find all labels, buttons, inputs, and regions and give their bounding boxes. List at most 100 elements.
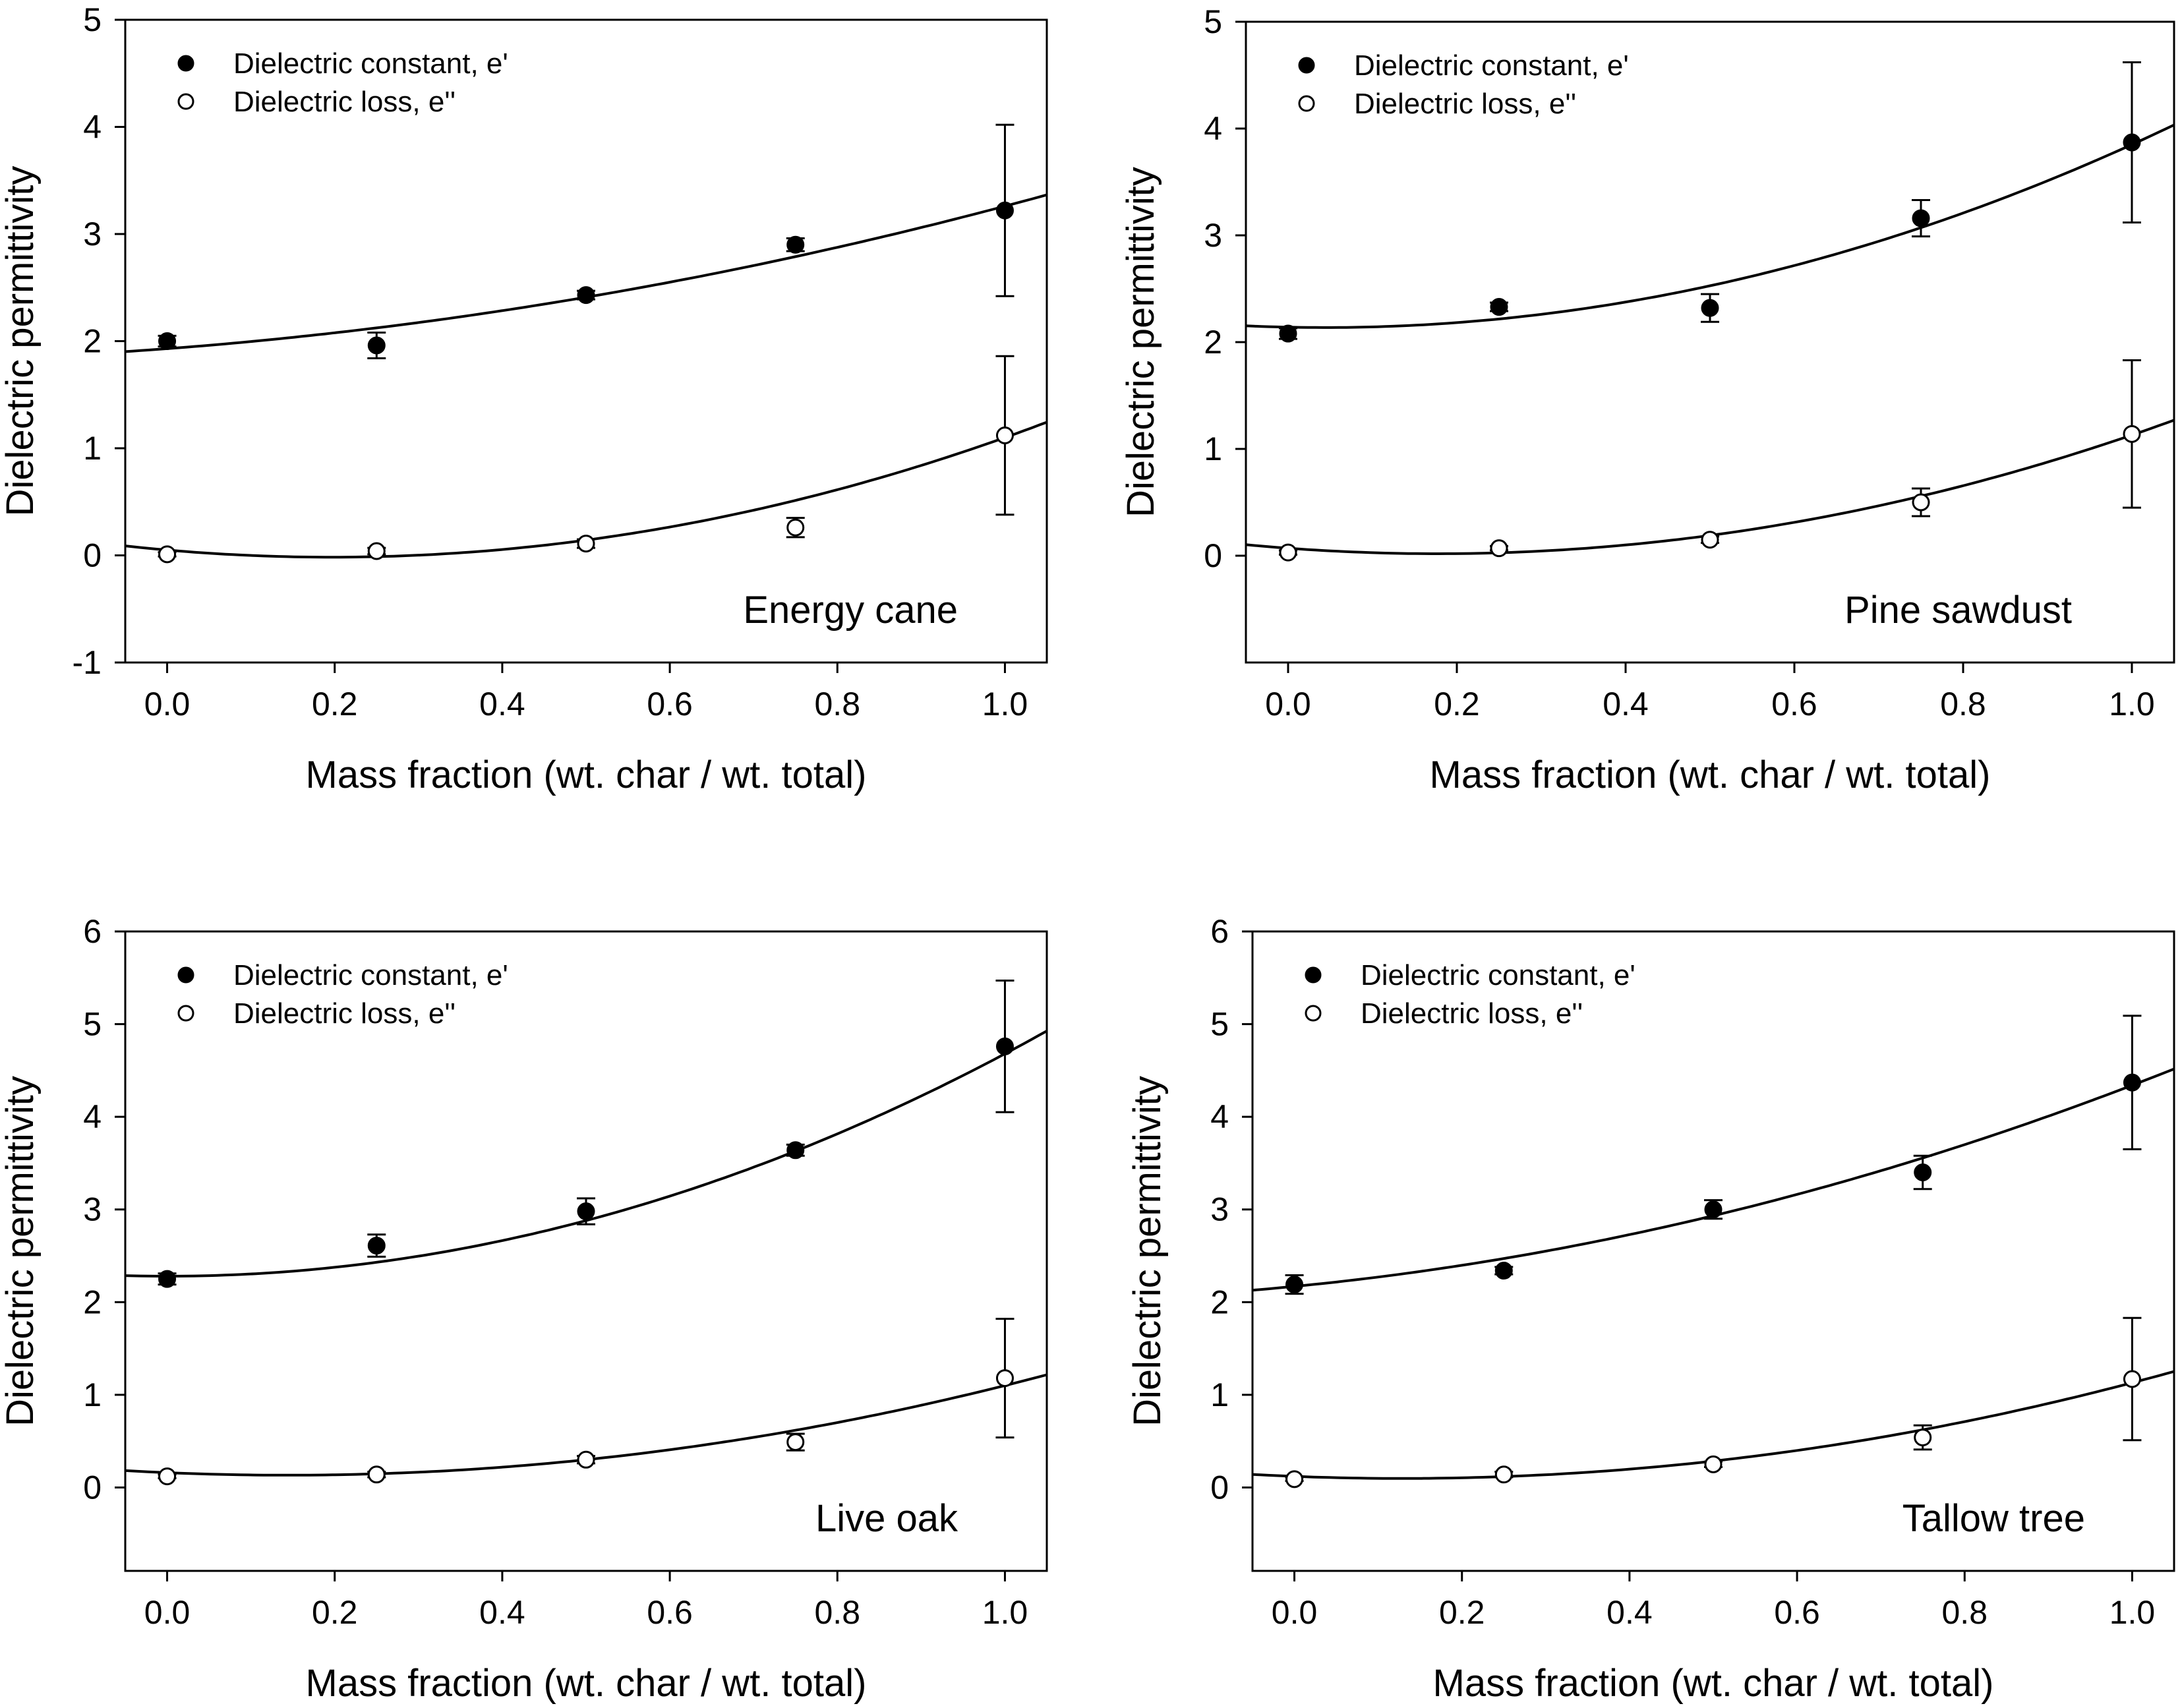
y-tick-label: 0 — [83, 1469, 102, 1506]
legend-marker-2 — [177, 93, 194, 110]
y-axis-title: Dielectric permittivity — [0, 166, 42, 517]
constant-point — [995, 201, 1014, 220]
constant-point — [367, 336, 386, 355]
y-tick-label: 6 — [1210, 913, 1229, 950]
loss-point — [577, 1450, 595, 1469]
loss-point — [1912, 493, 1930, 512]
panel-label: Energy cane — [743, 589, 958, 632]
x-tick-label: 0.0 — [144, 686, 191, 722]
x-tick-label: 0.2 — [312, 686, 358, 722]
y-tick-label: 0 — [1204, 537, 1222, 574]
y-tick-label: 2 — [1204, 324, 1222, 361]
constant-point — [1701, 299, 1719, 317]
loss-point — [995, 1369, 1014, 1388]
loss-point — [577, 535, 595, 553]
constant-point — [367, 1237, 386, 1255]
chart-panel-3: 0.0 0.2 0.4 0.6 0.8 1.0 0 1 2 3 4 5 6 Mass fraction (… — [0, 913, 1048, 1705]
y-tick-label: 2 — [1210, 1283, 1229, 1320]
constant-point — [1912, 209, 1930, 227]
constant-point — [2123, 133, 2141, 152]
panel-label: Live oak — [815, 1497, 958, 1540]
y-tick-label: 2 — [83, 323, 102, 360]
x-tick-label: 1.0 — [982, 1594, 1028, 1631]
panel-label: Tallow tree — [1902, 1497, 2085, 1540]
legend-label-2: Dielectric loss, e'' — [1354, 88, 1576, 120]
loss-point — [1494, 1465, 1513, 1484]
loss-point — [367, 1465, 386, 1484]
fit-curve-series-1 — [125, 1030, 1047, 1278]
loss-point — [1914, 1428, 1932, 1447]
x-tick-label: 0.4 — [1606, 1594, 1653, 1631]
loss-point — [995, 427, 1014, 444]
y-tick-label: 2 — [83, 1283, 102, 1320]
constant-point — [158, 332, 177, 350]
x-tick-label: 0.8 — [815, 686, 861, 722]
loss-point — [786, 1433, 805, 1452]
x-tick-label: 1.0 — [2109, 686, 2155, 722]
y-axis-title: Dielectric permittivity — [1126, 1076, 1169, 1427]
x-tick-label: 0.4 — [1603, 686, 1649, 722]
legend-marker-1 — [1298, 57, 1315, 74]
legend-label-1: Dielectric constant, e' — [1361, 959, 1635, 991]
y-tick-label: 0 — [83, 537, 102, 574]
loss-point — [1490, 539, 1508, 558]
y-tick-label: 1 — [83, 430, 102, 467]
x-tick-label: 0.2 — [1439, 1594, 1485, 1631]
constant-point — [1490, 298, 1508, 316]
x-tick-label: 0.4 — [479, 1594, 525, 1631]
constant-point — [786, 1141, 805, 1160]
y-axis-title: Dielectric permittivity — [0, 1076, 42, 1427]
loss-point — [1704, 1455, 1723, 1473]
fit-curve-series-1 — [125, 193, 1047, 353]
y-tick-label: 3 — [83, 1191, 102, 1228]
y-tick-label: 5 — [1204, 3, 1222, 40]
legend-label-1: Dielectric constant, e' — [1354, 49, 1629, 82]
y-tick-label: 4 — [83, 1098, 102, 1135]
constant-point — [158, 1270, 177, 1288]
legend-marker-1 — [177, 966, 194, 984]
x-tick-label: 0.6 — [1774, 1594, 1820, 1631]
y-tick-label: 3 — [1210, 1191, 1229, 1228]
constant-point — [995, 1037, 1014, 1055]
x-axis-title: Mass fraction (wt. char / wt. total) — [306, 753, 867, 796]
y-tick-label: 5 — [83, 1, 102, 38]
x-tick-label: 1.0 — [982, 686, 1028, 722]
y-tick-label: 4 — [1204, 110, 1222, 147]
x-tick-label: 0.2 — [312, 1594, 358, 1631]
constant-point — [786, 235, 805, 254]
legend-label-1: Dielectric constant, e' — [233, 959, 508, 991]
y-tick-label: 5 — [1210, 1006, 1229, 1043]
legend-marker-2 — [177, 1005, 194, 1022]
loss-point — [1285, 1470, 1304, 1488]
constant-point — [1285, 1276, 1304, 1294]
fit-curve-series-1 — [1252, 1067, 2175, 1292]
loss-point — [158, 1467, 177, 1486]
constant-point — [1914, 1163, 1932, 1182]
y-tick-label: 4 — [1210, 1098, 1229, 1135]
y-tick-label: 5 — [83, 1006, 102, 1043]
loss-point — [1701, 531, 1719, 549]
legend-label-2: Dielectric loss, e'' — [233, 86, 456, 118]
y-tick-label: 3 — [83, 216, 102, 252]
legend-label-1: Dielectric constant, e' — [233, 47, 508, 80]
x-axis-title: Mass fraction (wt. char / wt. total) — [306, 1662, 867, 1705]
x-tick-label: 0.4 — [479, 686, 525, 722]
x-tick-label: 0.0 — [1272, 1594, 1318, 1631]
x-axis-title: Mass fraction (wt. char / wt. total) — [1430, 753, 1991, 796]
loss-point — [786, 518, 805, 537]
legend-label-2: Dielectric loss, e'' — [1361, 997, 1583, 1030]
loss-point — [158, 545, 177, 564]
legend-label-2: Dielectric loss, e'' — [233, 997, 456, 1030]
constant-point — [2123, 1073, 2141, 1092]
y-tick-label: 3 — [1204, 217, 1222, 254]
panel-label: Pine sawdust — [1844, 589, 2072, 632]
constant-point — [1279, 324, 1297, 343]
x-tick-label: 0.0 — [144, 1594, 191, 1631]
chart-panel-4: 0.0 0.2 0.4 0.6 0.8 1.0 0 1 2 3 4 5 6 Mass fraction (… — [1126, 913, 2175, 1705]
legend-marker-1 — [177, 55, 194, 72]
plot-frame — [124, 930, 1048, 1572]
y-tick-label: -1 — [73, 644, 102, 681]
y-tick-label: 6 — [83, 913, 102, 950]
fit-curve-series-1 — [1245, 123, 2175, 329]
loss-point — [367, 542, 386, 560]
